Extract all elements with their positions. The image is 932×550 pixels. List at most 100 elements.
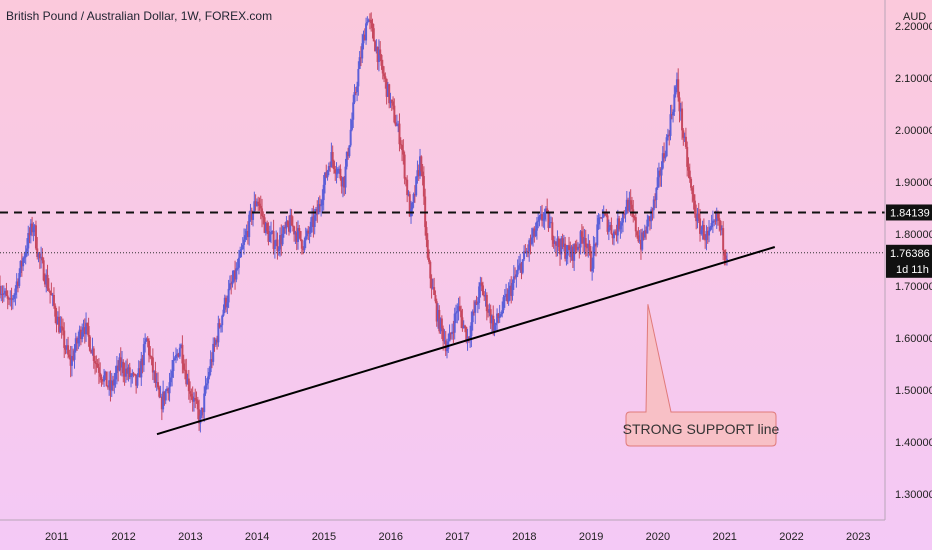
last-price-tag	[886, 244, 932, 278]
candle-body	[515, 274, 518, 278]
candle-body	[58, 316, 61, 333]
y-axis[interactable]: 2.20000 2.10000 2.00000 1.90000 1.80000 1.700…	[895, 21, 932, 501]
candle-body	[433, 287, 436, 296]
candle-body	[253, 201, 256, 212]
candle-body	[458, 306, 461, 311]
candle-body	[569, 250, 572, 258]
candle-body	[282, 226, 285, 234]
candle-body	[289, 214, 292, 232]
candle-body	[374, 41, 377, 52]
candle-body	[722, 228, 725, 251]
candle-body	[687, 166, 690, 171]
candle-body	[200, 407, 203, 416]
candle-body	[254, 201, 257, 206]
candle-body	[466, 336, 469, 342]
candle-body	[542, 219, 545, 221]
candle-body	[630, 204, 633, 210]
candle-body	[557, 238, 560, 248]
annotation-text: STRONG SUPPORT line	[623, 421, 780, 437]
annotation-callout[interactable]	[625, 304, 777, 447]
x-axis[interactable]: 2011 2012 2013 2014 2015 2016 2017 2018 2019 2020…	[45, 531, 871, 543]
candle-body	[664, 156, 667, 159]
candle-body	[338, 168, 341, 170]
candle-body	[619, 225, 622, 230]
candle-body	[437, 309, 440, 322]
candle-body	[293, 226, 296, 235]
x-tick-label: 2011	[45, 531, 69, 543]
candle-body	[52, 294, 55, 306]
candle-body	[257, 201, 260, 204]
candle-body	[380, 54, 383, 66]
candle-body	[457, 306, 460, 312]
support-trendline[interactable]	[156, 246, 776, 436]
candle-body	[121, 361, 124, 368]
candle-body	[132, 373, 135, 375]
candle-body	[210, 359, 213, 362]
candle-body	[336, 168, 339, 174]
candle-body	[29, 223, 32, 236]
candle-body	[580, 231, 583, 237]
candle-body	[272, 231, 275, 250]
candle-body	[353, 92, 356, 103]
candle-body	[325, 172, 328, 178]
candle-body	[295, 232, 298, 242]
candle-body	[171, 371, 174, 378]
candle-body	[624, 213, 627, 215]
candle-body	[528, 240, 531, 252]
candle-body	[487, 311, 490, 313]
candle-body	[341, 177, 344, 187]
candle-body	[714, 220, 717, 222]
support-annotation[interactable]: STRONG SUPPORT line	[623, 304, 780, 447]
candle-body	[60, 326, 63, 328]
candle-body	[494, 322, 497, 326]
candle-body	[623, 213, 626, 215]
candle-body	[115, 365, 118, 373]
candle-body	[408, 194, 411, 217]
candle-body	[145, 338, 148, 342]
candle-body	[456, 311, 459, 313]
candle-body	[610, 224, 613, 234]
candle-body	[225, 297, 228, 308]
candle-body	[607, 227, 610, 232]
candle-body	[126, 368, 129, 374]
candle-body	[142, 344, 145, 366]
candle-body	[395, 125, 398, 127]
candle-body	[345, 151, 348, 167]
candle-body	[77, 338, 80, 344]
candle-body	[618, 218, 621, 230]
candle-body	[183, 369, 186, 371]
candle-body	[95, 363, 98, 365]
candle-body	[638, 239, 641, 242]
candle-body	[719, 220, 722, 231]
candle-body	[651, 209, 654, 211]
candle-body	[291, 225, 294, 227]
currency-label: AUD	[903, 11, 926, 23]
candle-body	[510, 285, 513, 296]
candle-body	[56, 316, 59, 325]
candle-body	[167, 388, 170, 394]
candle-body	[629, 200, 632, 205]
candle-body	[460, 310, 463, 318]
candle-body	[715, 213, 718, 221]
candle-body	[207, 376, 210, 384]
candle-body	[462, 325, 465, 329]
candle-body	[657, 170, 660, 178]
candle-body	[92, 348, 95, 362]
candle-body	[650, 209, 653, 222]
candle-body	[11, 298, 14, 300]
candle-body	[130, 375, 133, 378]
candle-body	[190, 393, 193, 397]
y-tick-label: 2.00000	[895, 125, 932, 137]
candle-body	[334, 169, 337, 174]
candle-body	[114, 372, 117, 380]
candle-body	[83, 327, 86, 335]
candle-body	[663, 153, 666, 159]
candle-body	[178, 347, 181, 357]
candle-body	[109, 380, 112, 391]
candle-body	[81, 331, 84, 340]
candle-body	[637, 235, 640, 242]
candle-body	[31, 223, 34, 233]
candle-body	[497, 313, 500, 319]
candle-body	[195, 399, 198, 401]
candle-body	[553, 241, 556, 244]
